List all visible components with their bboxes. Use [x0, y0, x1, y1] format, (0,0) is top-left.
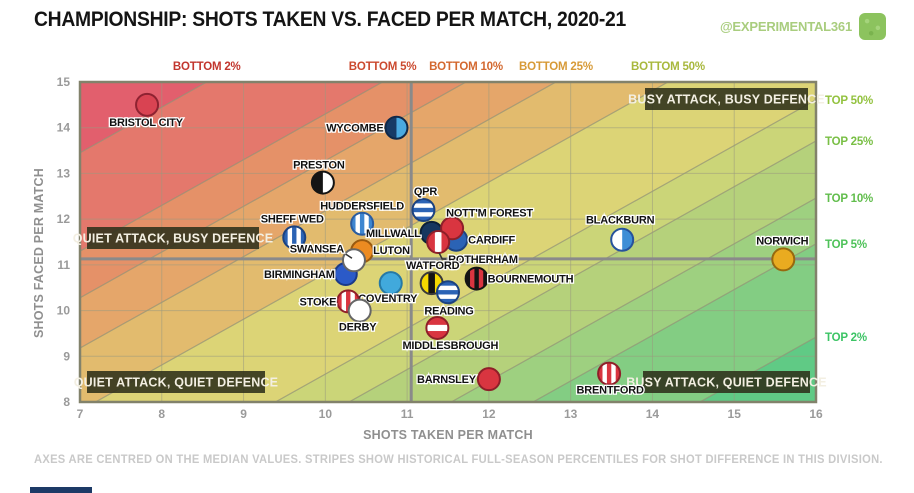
svg-text:8: 8 — [63, 395, 70, 409]
svg-text:10: 10 — [57, 304, 71, 318]
svg-text:BUSY ATTACK, QUIET DEFENCE: BUSY ATTACK, QUIET DEFENCE — [626, 376, 827, 390]
team-label: BIRMINGHAM — [264, 269, 335, 281]
point-blackburn: BLACKBURN — [585, 213, 656, 252]
point-middlesbrough: MIDDLESBROUGH — [401, 315, 500, 353]
team-label: BARNSLEY — [417, 374, 477, 386]
team-label: MIDDLESBROUGH — [402, 340, 498, 352]
point-bristol-city: BRISTOL CITY — [108, 92, 185, 130]
quadrant-label: BUSY ATTACK, QUIET DEFENCE — [626, 371, 827, 393]
svg-text:13: 13 — [564, 407, 578, 421]
svg-text:16: 16 — [809, 407, 823, 421]
svg-text:11: 11 — [57, 258, 70, 272]
svg-text:9: 9 — [63, 349, 70, 363]
team-label: WATFORD — [406, 260, 460, 272]
svg-text:12: 12 — [482, 407, 496, 421]
percentile-label-top: BOTTOM 25% — [519, 61, 593, 73]
svg-text:15: 15 — [728, 407, 742, 421]
point-wycombe: WYCOMBE — [325, 115, 409, 140]
svg-text:8: 8 — [158, 407, 165, 421]
point-barnsley: BARNSLEY — [416, 367, 501, 392]
team-label: READING — [424, 305, 473, 317]
point-bournemouth: BOURNEMOUTH — [464, 266, 575, 291]
team-label: QPR — [414, 186, 437, 198]
team-label: WYCOMBE — [326, 123, 383, 135]
team-label: COVENTRY — [358, 293, 418, 305]
point-preston: PRESTON — [292, 158, 346, 195]
svg-text:BUSY ATTACK, BUSY DEFENCE: BUSY ATTACK, BUSY DEFENCE — [628, 93, 825, 107]
percentile-label-top: BOTTOM 2% — [173, 61, 241, 73]
quadrant-label: BUSY ATTACK, BUSY DEFENCE — [628, 88, 825, 110]
cropped-footer-element — [30, 487, 92, 493]
team-label: SHEFF WED — [261, 213, 324, 225]
svg-text:QUIET ATTACK, QUIET DEFENCE: QUIET ATTACK, QUIET DEFENCE — [74, 376, 278, 390]
team-label: BOURNEMOUTH — [488, 274, 574, 286]
gridlines — [80, 82, 816, 402]
point-swansea: SWANSEA — [288, 242, 366, 273]
team-label: CARDIFF — [468, 235, 515, 247]
point-coventry: COVENTRY — [357, 271, 420, 306]
point-huddersfield: HUDDERSFIELD — [319, 199, 406, 236]
footer-note: AXES ARE CENTRED ON THE MEDIAN VALUES. S… — [34, 454, 883, 466]
percentile-label-top: BOTTOM 10% — [429, 61, 503, 73]
team-label: ROTHERHAM — [448, 254, 518, 266]
point-norwich: NORWICH — [755, 234, 810, 272]
median-lines — [80, 82, 816, 402]
point-watford: WATFORD — [405, 259, 461, 296]
point-brentford: BRENTFORD — [575, 361, 645, 398]
team-label: SWANSEA — [290, 243, 344, 255]
quadrant-label: QUIET ATTACK, BUSY DEFENCE — [73, 227, 274, 249]
y-axis-title: SHOTS FACED PER MATCH — [32, 168, 46, 338]
svg-text:QUIET ATTACK, BUSY DEFENCE: QUIET ATTACK, BUSY DEFENCE — [73, 232, 274, 246]
svg-text:14: 14 — [646, 407, 660, 421]
svg-text:15: 15 — [57, 75, 71, 89]
percentile-label-right: TOP 5% — [825, 239, 867, 251]
team-label: STOKE — [300, 296, 337, 308]
svg-text:11: 11 — [401, 407, 414, 421]
percentile-label-right: TOP 2% — [825, 332, 867, 344]
plot-border — [78, 80, 818, 404]
percentile-label-right: TOP 10% — [825, 193, 873, 205]
percentile-label-right: TOP 25% — [825, 136, 873, 148]
svg-text:14: 14 — [57, 121, 71, 135]
team-label: HUDDERSFIELD — [320, 201, 404, 213]
svg-text:10: 10 — [319, 407, 333, 421]
team-label: NOTT'M FOREST — [446, 207, 533, 219]
point-nott-m-forest: NOTT'M FOREST — [440, 206, 535, 241]
team-label: LUTON — [373, 245, 410, 257]
percentile-label-top: BOTTOM 5% — [349, 61, 417, 73]
svg-text:9: 9 — [240, 407, 247, 421]
team-label: NORWICH — [756, 235, 808, 247]
quadrant-label: QUIET ATTACK, QUIET DEFENCE — [74, 371, 278, 393]
point-reading: READING — [423, 280, 475, 319]
point-derby: DERBY — [338, 298, 379, 335]
svg-text:12: 12 — [57, 212, 71, 226]
percentile-label-right: TOP 50% — [825, 95, 873, 107]
percentile-label-top: BOTTOM 50% — [631, 61, 705, 73]
point-birmingham: BIRMINGHAM — [263, 262, 358, 286]
team-label: MILLWALL — [366, 228, 421, 240]
page-title: CHAMPIONSHIP: SHOTS TAKEN VS. FACED PER … — [34, 8, 626, 31]
team-label: BRISTOL CITY — [109, 117, 183, 129]
point-qpr: QPR — [411, 185, 439, 222]
team-label: BRENTFORD — [576, 385, 644, 397]
svg-text:7: 7 — [77, 407, 84, 421]
x-axis-title: SHOTS TAKEN PER MATCH — [363, 428, 533, 442]
team-label: BLACKBURN — [586, 215, 655, 227]
point-sheff-wed: SHEFF WED — [259, 212, 325, 250]
point-rotherham: ROTHERHAM — [426, 230, 519, 267]
experimental361-logo-icon — [859, 13, 886, 40]
attribution-handle: @EXPERIMENTAL361 — [719, 19, 852, 34]
team-label: DERBY — [339, 322, 377, 334]
svg-text:13: 13 — [57, 166, 71, 180]
team-label: PRESTON — [293, 160, 345, 172]
